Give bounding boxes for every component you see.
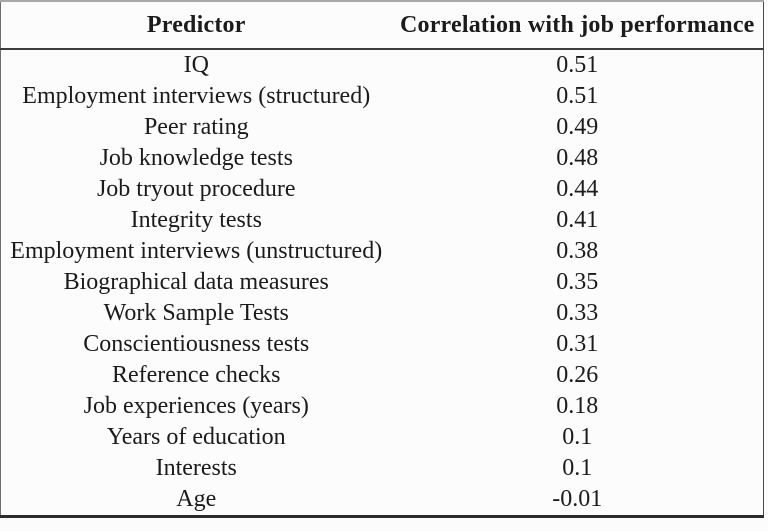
table-row: Work Sample Tests 0.33 xyxy=(1,298,764,329)
table-row: Age -0.01 xyxy=(1,484,764,517)
header-row: Predictor Correlation with job performan… xyxy=(0,1,764,50)
column-header-correlation: Correlation with job performance xyxy=(391,1,764,50)
correlation-cell: 0.49 xyxy=(556,114,599,140)
correlation-cell: 0.48 xyxy=(556,145,599,171)
predictor-cell: Employment interviews (structured) xyxy=(22,83,371,109)
column-header-predictor: Predictor xyxy=(0,1,392,50)
correlation-cell: 0.51 xyxy=(556,83,599,109)
correlation-cell: 0.51 xyxy=(556,52,599,78)
correlation-cell: 0.26 xyxy=(556,362,599,388)
table-header: Predictor Correlation with job performan… xyxy=(0,1,764,50)
predictor-cell: Reference checks xyxy=(111,362,281,388)
table-row: IQ 0.51 xyxy=(1,49,764,81)
correlation-cell: 0.38 xyxy=(556,238,599,264)
predictor-cell: Integrity tests xyxy=(130,207,262,233)
predictor-cell: Job knowledge tests xyxy=(99,145,293,171)
table-row: Employment interviews (structured) 0.51 xyxy=(1,81,764,112)
table-row: Integrity tests 0.41 xyxy=(1,205,764,236)
table-row: Employment interviews (unstructured) 0.38 xyxy=(1,236,764,267)
correlation-cell: 0.41 xyxy=(556,207,599,233)
predictor-cell: Interests xyxy=(155,455,237,481)
predictor-cell: Age xyxy=(176,486,217,512)
correlation-cell: -0.01 xyxy=(552,486,603,512)
predictor-correlation-table-container: Predictor Correlation with job performan… xyxy=(0,0,764,518)
correlation-cell: 0.33 xyxy=(556,300,599,326)
predictor-cell: Work Sample Tests xyxy=(103,300,289,326)
correlation-cell: 0.35 xyxy=(556,269,599,295)
predictor-cell: Job tryout procedure xyxy=(96,176,296,202)
table-row: Reference checks 0.26 xyxy=(1,360,764,391)
table-row: Job experiences (years) 0.18 xyxy=(1,391,764,422)
table-row: Years of education 0.1 xyxy=(1,422,764,453)
predictor-cell: Years of education xyxy=(106,424,286,450)
predictor-cell: Job experiences (years) xyxy=(83,393,309,419)
predictor-cell: Conscientiousness tests xyxy=(83,331,310,357)
predictor-cell: Peer rating xyxy=(143,114,249,140)
correlation-cell: 0.31 xyxy=(556,331,599,357)
predictor-correlation-table: Predictor Correlation with job performan… xyxy=(0,0,764,518)
table-row: Biographical data measures 0.35 xyxy=(1,267,764,298)
table-body: IQ 0.51 Employment interviews (structured)… xyxy=(1,49,764,517)
table-row: Peer rating 0.49 xyxy=(1,112,764,143)
correlation-cell: 0.44 xyxy=(556,176,599,202)
correlation-cell: 0.18 xyxy=(556,393,599,419)
predictor-cell: IQ xyxy=(183,52,209,78)
table-row: Job tryout procedure 0.44 xyxy=(1,174,764,205)
correlation-cell: 0.1 xyxy=(562,424,593,450)
table-row: Job knowledge tests 0.48 xyxy=(1,143,764,174)
correlation-cell: 0.1 xyxy=(562,455,593,481)
table-row: Interests 0.1 xyxy=(1,453,764,484)
predictor-cell: Employment interviews (unstructured) xyxy=(10,238,383,264)
predictor-cell: Biographical data measures xyxy=(63,269,329,295)
table-row: Conscientiousness tests 0.31 xyxy=(1,329,764,360)
